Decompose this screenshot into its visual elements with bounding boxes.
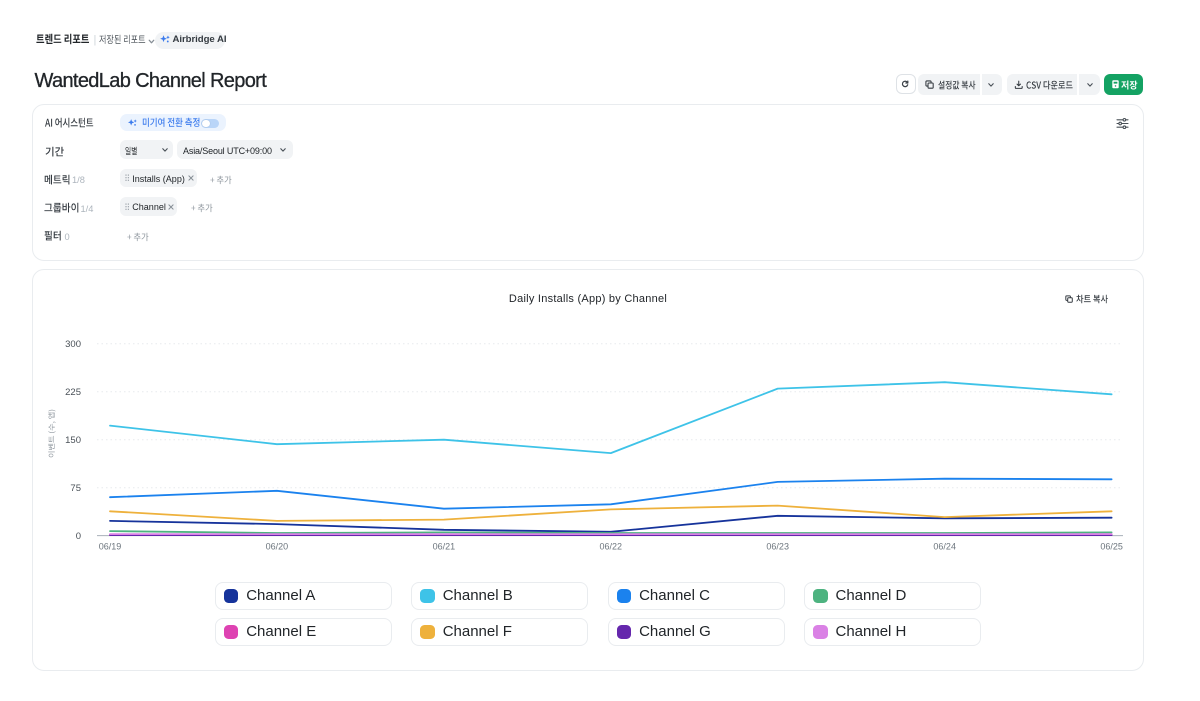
svg-text:225: 225 xyxy=(65,387,81,398)
svg-text:06/22: 06/22 xyxy=(600,542,623,552)
svg-text:75: 75 xyxy=(70,483,81,494)
svg-text:06/23: 06/23 xyxy=(766,542,789,552)
svg-text:06/20: 06/20 xyxy=(266,542,289,552)
svg-text:150: 150 xyxy=(65,435,81,446)
svg-text:06/21: 06/21 xyxy=(433,542,456,552)
svg-text:06/24: 06/24 xyxy=(933,542,956,552)
svg-text:06/25: 06/25 xyxy=(1100,542,1123,552)
svg-text:06/19: 06/19 xyxy=(99,542,122,552)
svg-text:300: 300 xyxy=(65,339,81,350)
svg-text:0: 0 xyxy=(76,531,81,542)
